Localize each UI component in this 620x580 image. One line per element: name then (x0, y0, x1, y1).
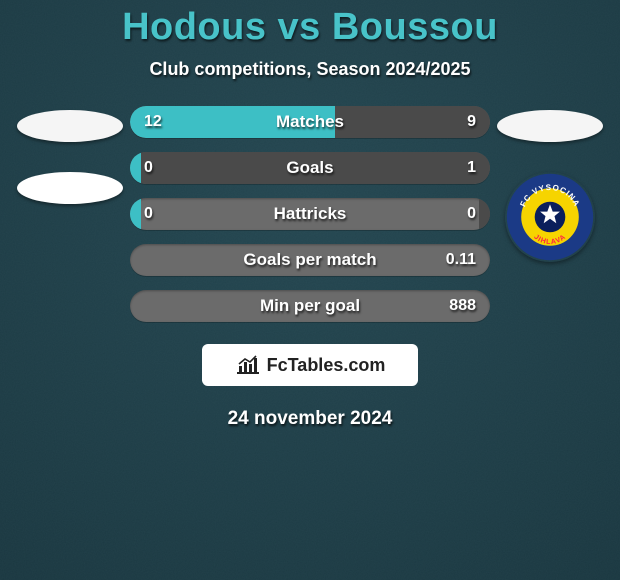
stat-value-left: 0 (144, 205, 153, 223)
stat-row: 0 Hattricks 0 (130, 198, 490, 230)
stat-fill-left (130, 152, 141, 184)
stat-value-left: 0 (144, 159, 153, 177)
date-label: 24 november 2024 (0, 408, 620, 430)
chart-icon (235, 354, 261, 376)
page-title: Hodous vs Boussou (0, 6, 620, 49)
stat-label: Goals (286, 158, 333, 178)
stat-row: 0 Goals 1 (130, 152, 490, 184)
stat-value-right: 9 (467, 113, 476, 131)
club-logo-vysocina: FC VYSOCINA JIHLAVA (505, 172, 595, 262)
left-player-col (10, 106, 130, 204)
branding-text: FcTables.com (267, 355, 386, 376)
branding-badge: FcTables.com (202, 344, 418, 386)
stat-label: Matches (276, 112, 344, 132)
left-logo-1 (17, 110, 123, 142)
subtitle: Club competitions, Season 2024/2025 (0, 59, 620, 80)
stat-row: Goals per match 0.11 (130, 244, 490, 276)
stat-label: Goals per match (243, 250, 376, 270)
stat-label: Hattricks (274, 204, 347, 224)
stat-value-right: 0 (467, 205, 476, 223)
stat-value-right: 0.11 (446, 251, 476, 269)
stat-bars: 12 Matches 9 0 Goals 1 0 Hattricks 0 Goals per ma… (130, 106, 490, 322)
stat-fill-left (130, 198, 141, 230)
right-player-col: FC VYSOCINA JIHLAVA (490, 106, 610, 262)
stat-row: Min per goal 888 (130, 290, 490, 322)
stat-value-right: 1 (467, 159, 476, 177)
stat-label: Min per goal (260, 296, 360, 316)
comparison-chart: 12 Matches 9 0 Goals 1 0 Hattricks 0 Goals per ma… (0, 106, 620, 322)
left-logo-2 (17, 172, 123, 204)
stat-value-right: 888 (449, 297, 476, 315)
stat-value-left: 12 (144, 113, 162, 131)
stat-row: 12 Matches 9 (130, 106, 490, 138)
stat-fill-right (479, 198, 490, 230)
right-logo-1 (497, 110, 603, 142)
